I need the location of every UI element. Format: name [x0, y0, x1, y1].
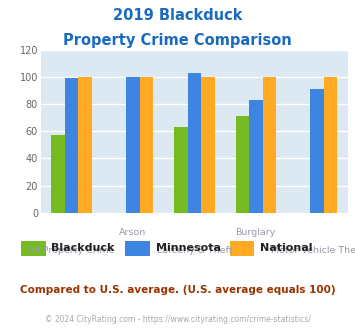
Text: Minnesota: Minnesota — [155, 243, 220, 253]
Text: Blackduck: Blackduck — [51, 243, 115, 253]
Text: National: National — [260, 243, 312, 253]
Bar — [235, 116, 249, 213]
Text: © 2024 CityRating.com - https://www.cityrating.com/crime-statistics/: © 2024 CityRating.com - https://www.city… — [45, 315, 310, 324]
Bar — [78, 77, 92, 213]
Bar — [249, 100, 263, 213]
Text: 2019 Blackduck: 2019 Blackduck — [113, 8, 242, 23]
Bar — [187, 73, 201, 213]
Bar — [310, 89, 324, 213]
Bar — [65, 78, 78, 213]
Text: Property Crime Comparison: Property Crime Comparison — [63, 33, 292, 48]
Text: Arson: Arson — [119, 228, 147, 237]
Bar — [324, 77, 338, 213]
Bar — [140, 77, 153, 213]
Bar — [263, 77, 276, 213]
Bar — [174, 127, 187, 213]
Text: Compared to U.S. average. (U.S. average equals 100): Compared to U.S. average. (U.S. average … — [20, 285, 335, 295]
Text: Larceny & Theft: Larceny & Theft — [157, 246, 232, 255]
Text: All Property Crime: All Property Crime — [28, 246, 115, 255]
Bar — [201, 77, 215, 213]
Text: Motor Vehicle Theft: Motor Vehicle Theft — [271, 246, 355, 255]
Bar — [126, 77, 140, 213]
Bar — [51, 135, 65, 213]
Text: Burglary: Burglary — [236, 228, 276, 237]
